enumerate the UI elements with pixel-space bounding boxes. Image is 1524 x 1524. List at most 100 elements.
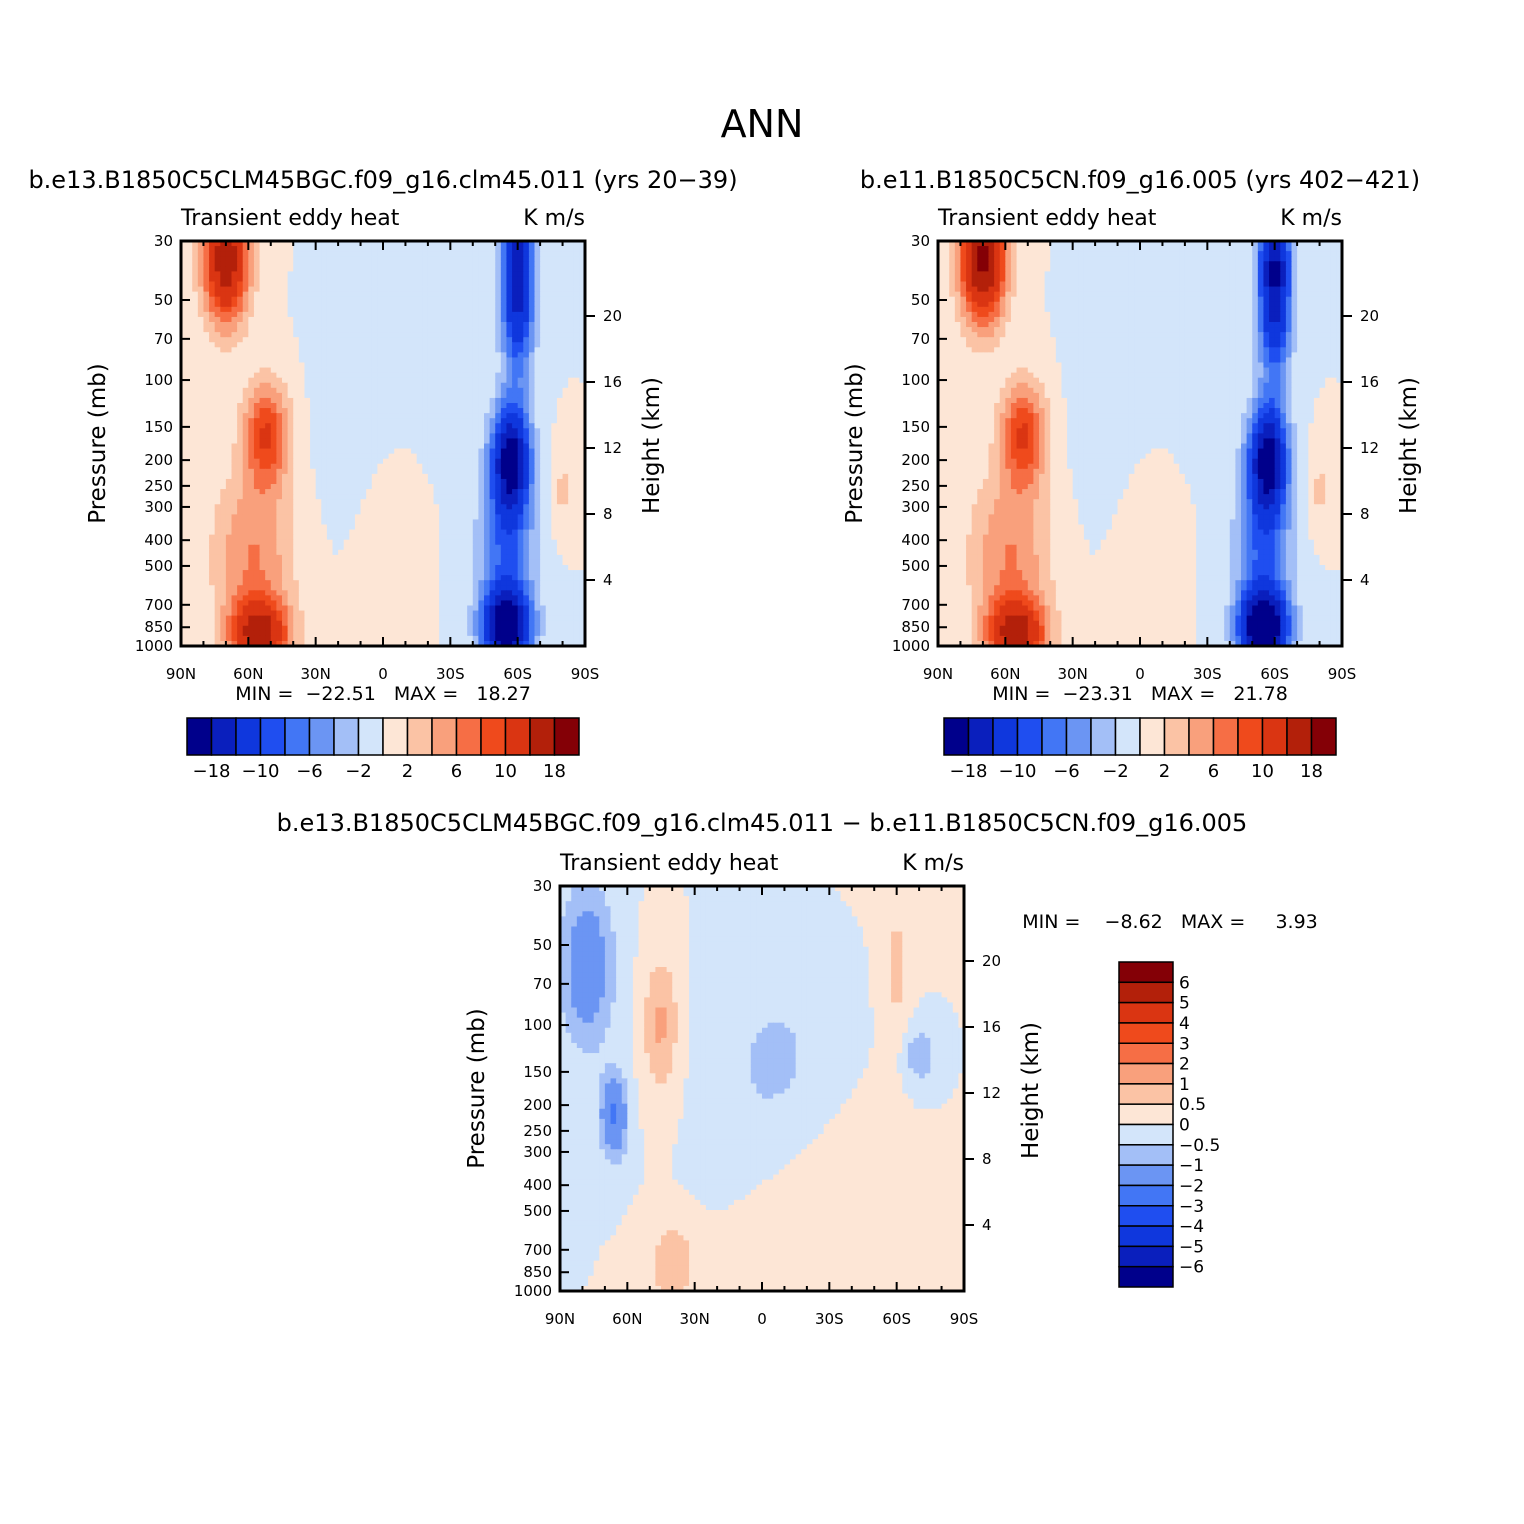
field-cell (181, 539, 188, 546)
field-cell (181, 397, 188, 404)
field-cell (343, 392, 350, 399)
field-cell (225, 357, 233, 364)
field-cell (450, 539, 457, 546)
field-cell (366, 311, 373, 318)
field-cell (371, 453, 378, 460)
field-cell (237, 397, 244, 404)
field-cell (343, 458, 350, 465)
field-cell (455, 443, 463, 450)
field-cell (433, 246, 440, 252)
field-cell (326, 413, 334, 419)
field-cell (248, 306, 255, 313)
field-cell (500, 484, 508, 490)
field-cell (203, 241, 210, 247)
field-cell (310, 241, 317, 247)
field-cell (242, 559, 249, 566)
field-cell (315, 463, 322, 470)
field-cell (225, 519, 233, 526)
field-cell (484, 423, 491, 429)
field-cell (298, 458, 306, 465)
field-cell (209, 387, 216, 394)
field-cell (540, 504, 547, 510)
field-cell (282, 342, 289, 348)
field-cell (360, 499, 367, 505)
field-cell (214, 301, 221, 308)
field-cell (500, 494, 508, 500)
field-cell (360, 392, 367, 399)
field-cell (450, 453, 457, 460)
field-cell (321, 397, 328, 404)
field-cell (214, 433, 221, 440)
field-cell (181, 352, 188, 359)
field-cell (556, 387, 564, 394)
field-cell (332, 413, 339, 419)
field-cell (225, 276, 233, 283)
field-cell (394, 554, 401, 561)
field-cell (405, 276, 412, 283)
field-cell (192, 554, 199, 561)
field-cell (332, 276, 339, 283)
field-cell (248, 534, 255, 541)
field-cell (360, 387, 367, 394)
field-cell (461, 554, 468, 561)
field-cell (495, 362, 502, 369)
field-cell (242, 534, 249, 541)
field-cell (534, 458, 541, 465)
field-cell (298, 489, 306, 495)
field-cell (411, 418, 418, 424)
field-cell (253, 438, 261, 445)
field-cell (203, 549, 210, 556)
field-cell (298, 463, 306, 470)
field-cell (399, 489, 407, 495)
field-cell (242, 408, 249, 414)
field-cell (433, 372, 440, 379)
field-cell (214, 473, 221, 480)
field-cell (265, 453, 272, 460)
field-cell (551, 327, 558, 333)
field-cell (209, 357, 216, 364)
field-cell (433, 377, 440, 384)
field-cell (439, 534, 446, 541)
field-cell (568, 499, 575, 505)
field-cell (360, 372, 367, 379)
field-cell (366, 261, 373, 267)
field-cell (405, 544, 412, 551)
field-cell (203, 342, 210, 348)
field-cell (427, 428, 435, 434)
field-cell (293, 514, 300, 521)
field-cell (371, 408, 378, 414)
field-cell (439, 372, 446, 379)
field-cell (383, 251, 390, 257)
field-cell (203, 332, 210, 338)
field-cell (270, 296, 277, 303)
field-cell (534, 382, 541, 389)
field-cell (214, 403, 221, 409)
field-cell (186, 554, 193, 561)
field-cell (209, 438, 216, 445)
field-cell (304, 433, 311, 440)
field-cell (304, 261, 311, 267)
field-cell (467, 367, 474, 374)
field-cell (484, 463, 491, 470)
field-cell (528, 524, 536, 531)
field-cell (354, 271, 362, 278)
field-cell (562, 291, 569, 298)
field-cell (231, 403, 238, 409)
field-cell (377, 291, 384, 298)
field-cell (214, 362, 221, 369)
field-cell (495, 327, 502, 333)
field-cell (512, 316, 519, 323)
field-cell (416, 306, 423, 313)
field-cell (349, 418, 356, 424)
field-cell (231, 357, 238, 364)
field-cell (562, 408, 569, 414)
field-cell (439, 286, 446, 293)
field-cell (276, 580, 283, 586)
field-cell (472, 327, 479, 333)
field-cell (326, 271, 334, 278)
field-cell (439, 443, 446, 450)
field-cell (276, 575, 283, 581)
field-cell (265, 291, 272, 298)
field-cell (186, 413, 193, 419)
field-cell (237, 347, 244, 353)
